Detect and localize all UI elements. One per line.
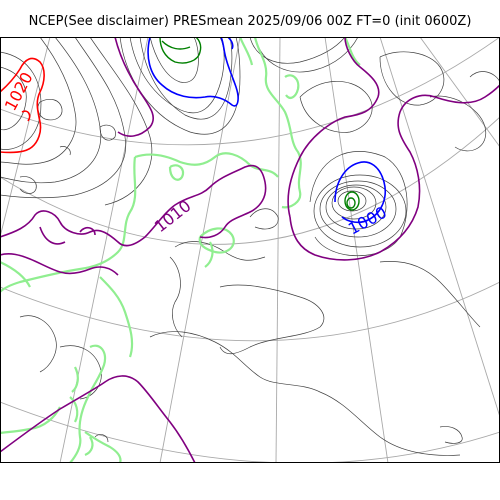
coastlines [0,37,361,463]
map-frame [0,37,500,463]
parallel-line [0,37,500,146]
parallel-line [0,116,500,245]
isobars-minor [0,37,500,456]
map-title: NCEP(See disclaimer) PRESmean 2025/09/06… [28,14,472,29]
meridian-line [0,37,51,238]
meridian-line [159,37,241,463]
meridian-line [379,37,500,418]
parallel-line [0,281,500,342]
meridian-line [324,37,389,463]
isobar-990 [159,37,360,211]
meridian-line [419,37,500,148]
meridian-line [275,37,281,463]
isobar-1010 [0,37,500,463]
isobar-1000 [147,37,386,224]
meridian-line [59,37,149,463]
parallel-line [0,401,500,463]
pressure-map: 1020 1010 1000 [0,37,500,463]
contour-label-1020: 1020 [1,69,37,114]
contour-labels: 1020 1010 1000 [1,69,390,239]
graticule [0,37,500,463]
contour-label-1010: 1010 [151,196,195,236]
isobar-1020 [0,57,45,154]
